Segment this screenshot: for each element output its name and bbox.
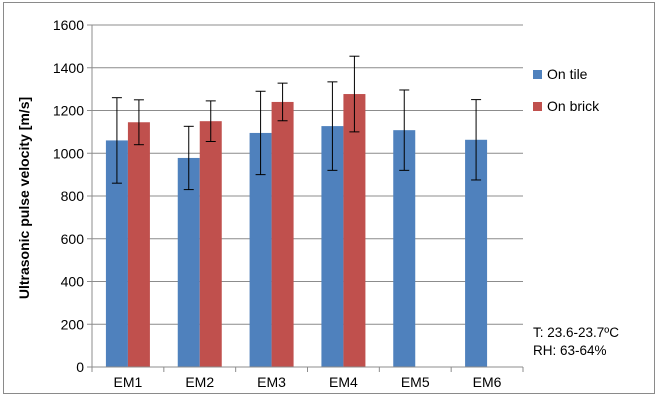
conditions-temperature: T: 23.6-23.7ºC — [533, 325, 619, 340]
bars — [105, 94, 488, 367]
bar — [465, 139, 488, 367]
bar — [105, 140, 128, 367]
y-tick-label: 800 — [61, 188, 85, 204]
legend-swatch — [533, 102, 542, 111]
y-axis-label: Ultrasonic pulse velocity [m/s] — [16, 97, 32, 299]
bar — [343, 94, 366, 367]
x-tick-label: EM3 — [257, 374, 286, 390]
conditions-humidity: RH: 63-64% — [533, 343, 607, 358]
error-bars — [111, 55, 482, 191]
legend-swatch — [533, 70, 542, 79]
bar — [271, 101, 294, 367]
y-tick-label: 1000 — [53, 145, 84, 161]
legend: On tile On brick — [533, 66, 600, 114]
y-tick-label: 1400 — [53, 60, 84, 76]
y-tick-labels: 0 200 400 600 800 1000 1200 1400 1600 — [53, 17, 84, 375]
bar — [321, 126, 344, 367]
x-tick-labels: EM1 EM2 EM3 EM4 EM5 EM6 — [114, 374, 502, 390]
y-tick-label: 1600 — [53, 17, 84, 33]
y-tick-label: 1200 — [53, 103, 84, 119]
x-tick-label: EM1 — [114, 374, 143, 390]
chart-frame: 0 200 400 600 800 1000 1200 1400 1600 EM1 EM2 EM3 E… — [3, 2, 655, 394]
axes — [91, 25, 524, 372]
bar — [393, 130, 416, 367]
bar — [127, 122, 150, 367]
legend-label: On tile — [547, 66, 588, 82]
gridlines — [87, 24, 523, 368]
y-tick-label: 0 — [76, 359, 84, 375]
x-tick-label: EM6 — [473, 374, 502, 390]
x-tick-label: EM5 — [401, 374, 430, 390]
y-tick-label: 600 — [61, 231, 85, 247]
bar — [249, 132, 272, 367]
bar — [199, 121, 222, 367]
y-tick-label: 400 — [61, 274, 85, 290]
x-tick-label: EM4 — [329, 374, 358, 390]
x-tick-label: EM2 — [185, 374, 214, 390]
legend-label: On brick — [547, 98, 600, 114]
bar — [177, 157, 200, 367]
y-tick-label: 200 — [61, 316, 85, 332]
